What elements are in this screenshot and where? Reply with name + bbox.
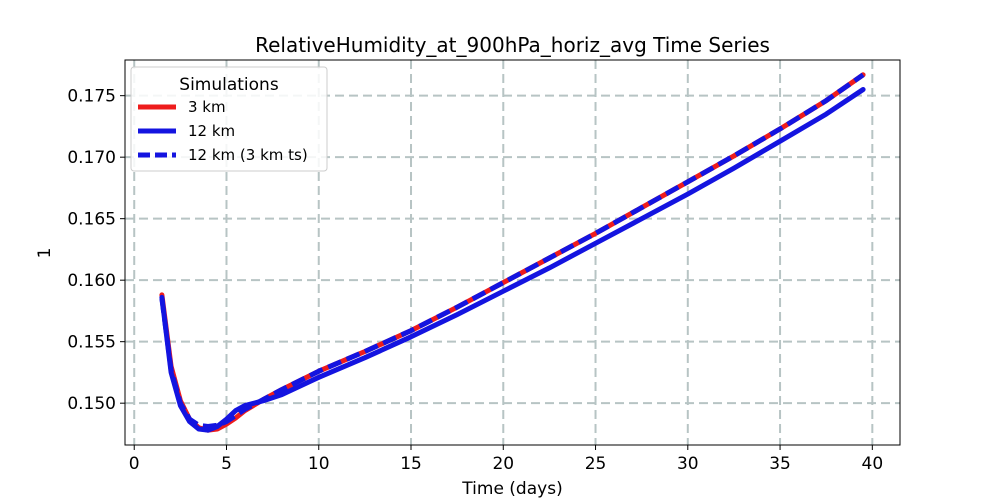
plot-area — [124, 59, 901, 446]
series-lines — [159, 72, 866, 433]
x-tick-label: 35 — [769, 454, 791, 474]
x-tick-label: 40 — [862, 454, 884, 474]
legend-title: Simulations — [179, 75, 279, 95]
x-tick-label: 30 — [677, 454, 699, 474]
legend-label-1: 3 km — [188, 98, 226, 116]
y-tick-label: 0.175 — [67, 87, 116, 107]
x-axis: 0 5 10 15 20 25 30 35 40 — [129, 445, 883, 474]
y-tick-label: 0.150 — [67, 394, 116, 414]
y-tick-label: 0.170 — [67, 148, 116, 168]
series-line-3 — [159, 72, 865, 429]
y-tick-label: 0.155 — [67, 333, 116, 353]
legend-entries: 3 km 12 km 12 km (3 km ts) — [138, 98, 308, 164]
legend-label-3: 12 km (3 km ts) — [188, 146, 308, 164]
y-tick-label: 0.160 — [67, 271, 116, 291]
legend: Simulations 3 km 12 km 12 km (3 km ts) — [130, 66, 328, 172]
x-tick-label: 0 — [129, 454, 140, 474]
x-tick-label: 25 — [585, 454, 607, 474]
x-tick-label: 10 — [308, 454, 330, 474]
x-tick-label: 5 — [221, 454, 232, 474]
y-tick-label: 0.165 — [67, 210, 116, 230]
x-tick-label: 15 — [400, 454, 422, 474]
x-axis-label: Time (days) — [461, 479, 562, 499]
x-tick-label: 20 — [492, 454, 514, 474]
chart-title: RelativeHumidity_at_900hPa_horiz_avg Tim… — [255, 33, 770, 57]
y-axis-label: 1 — [35, 248, 55, 259]
y-axis: 0.150 0.155 0.160 0.165 0.170 0.175 — [67, 87, 125, 414]
legend-label-2: 12 km — [188, 122, 235, 140]
legend-box — [130, 66, 328, 172]
series-line-2 — [159, 87, 866, 433]
